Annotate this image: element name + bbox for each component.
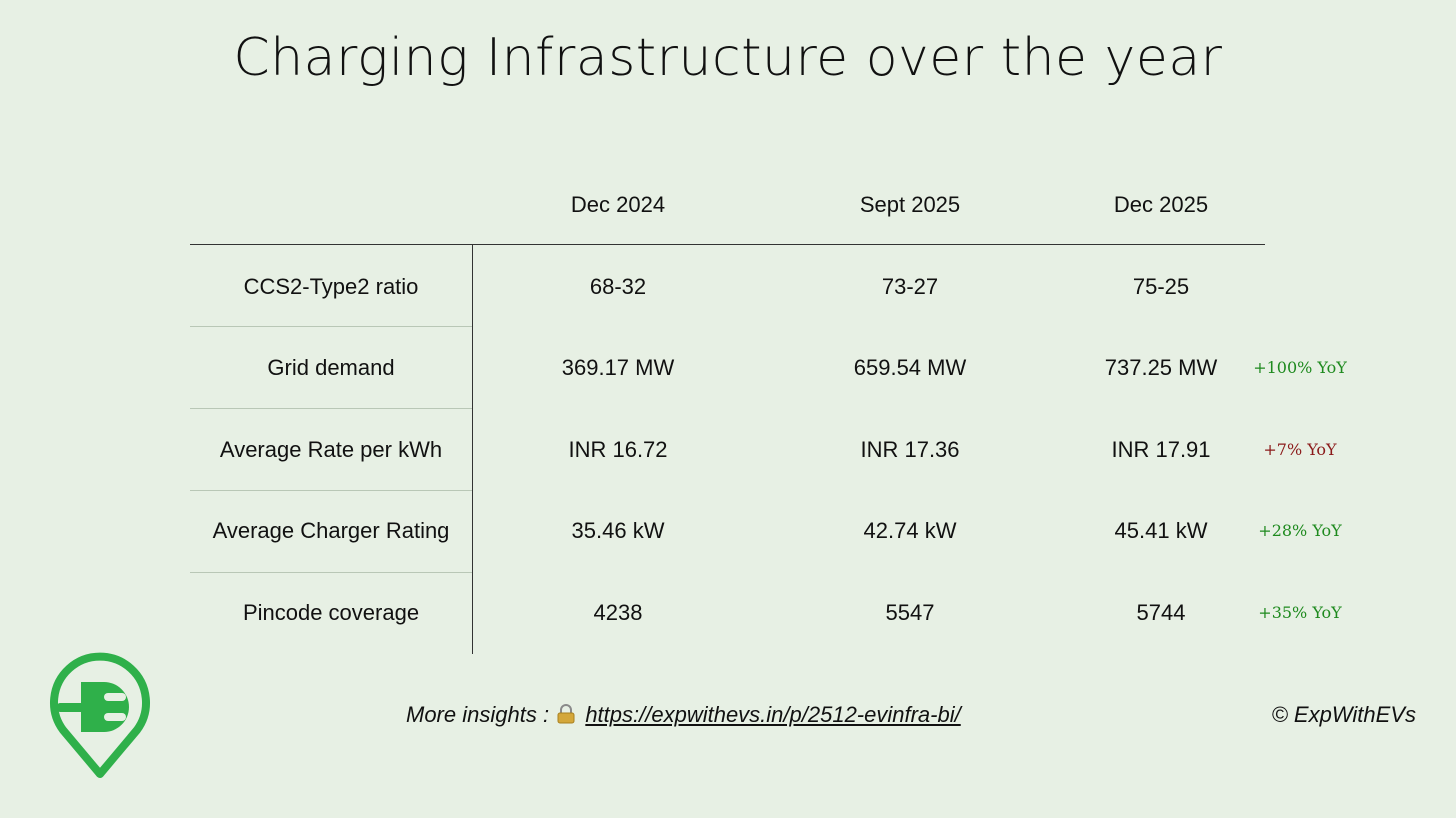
cell-dec-2025: 75-25: [1132, 274, 1190, 299]
column-header-dec-2024: Dec 2024: [570, 192, 666, 217]
row-divider: [190, 490, 472, 491]
row-divider: [190, 572, 472, 573]
yoy-change: +28% YoY: [1258, 521, 1342, 540]
cell-dec-2024: INR 16.72: [568, 437, 668, 462]
table-row-average-charger-rating: Average Charger Rating 35.46 kW 42.74 kW…: [0, 490, 1456, 572]
row-label: CCS2-Type2 ratio: [243, 274, 419, 299]
cell-sept-2025: 42.74 kW: [863, 518, 957, 543]
table-row-grid-demand: Grid demand 369.17 MW 659.54 MW 737.25 M…: [0, 327, 1456, 409]
cell-sept-2025: 5547: [885, 600, 935, 625]
yoy-change: [1240, 246, 1360, 328]
row-label: Average Charger Rating: [212, 518, 450, 543]
yoy-change: +100% YoY: [1253, 358, 1347, 377]
cell-sept-2025: INR 17.36: [860, 437, 960, 462]
cell-sept-2025: 73-27: [881, 274, 939, 299]
cell-dec-2025: 45.41 kW: [1114, 518, 1208, 543]
yoy-change: +7% YoY: [1263, 440, 1337, 459]
column-header-dec-2025: Dec 2025: [1113, 192, 1209, 217]
cell-dec-2025: 5744: [1136, 600, 1186, 625]
cell-dec-2024: 369.17 MW: [561, 355, 675, 380]
insights-link[interactable]: https://expwithevs.in/p/2512-evinfra-bi/: [585, 702, 961, 727]
cell-dec-2024: 4238: [593, 600, 643, 625]
row-divider: [190, 408, 472, 409]
page-title: Charging Infrastructure over the year: [233, 28, 1223, 88]
header-divider: [190, 244, 1265, 245]
footer-insights: More insights : https://expwithevs.in/p/…: [406, 702, 961, 728]
label-column-divider: [472, 244, 473, 654]
row-label: Pincode coverage: [242, 600, 420, 625]
cell-dec-2024: 35.46 kW: [571, 518, 665, 543]
cell-dec-2024: 68-32: [589, 274, 647, 299]
lock-icon: [557, 704, 575, 724]
table-row-average-rate-per-kwh: Average Rate per kWh INR 16.72 INR 17.36…: [0, 409, 1456, 491]
cell-dec-2025: 737.25 MW: [1104, 355, 1218, 380]
row-label: Average Rate per kWh: [219, 437, 443, 462]
footer-prefix: More insights :: [406, 702, 550, 727]
cell-dec-2025: INR 17.91: [1111, 437, 1211, 462]
yoy-change: +35% YoY: [1258, 603, 1342, 622]
row-divider: [190, 326, 472, 327]
row-label: Grid demand: [267, 355, 395, 380]
cell-sept-2025: 659.54 MW: [853, 355, 967, 380]
copyright: © ExpWithEVs: [1271, 702, 1416, 727]
column-header-sept-2025: Sept 2025: [859, 192, 961, 217]
table-row-ccs2-type2-ratio: CCS2-Type2 ratio 68-32 73-27 75-25: [0, 246, 1456, 328]
table-row-pincode-coverage: Pincode coverage 4238 5547 5744 +35% YoY: [0, 572, 1456, 654]
ev-plug-pin-icon: [44, 652, 156, 784]
